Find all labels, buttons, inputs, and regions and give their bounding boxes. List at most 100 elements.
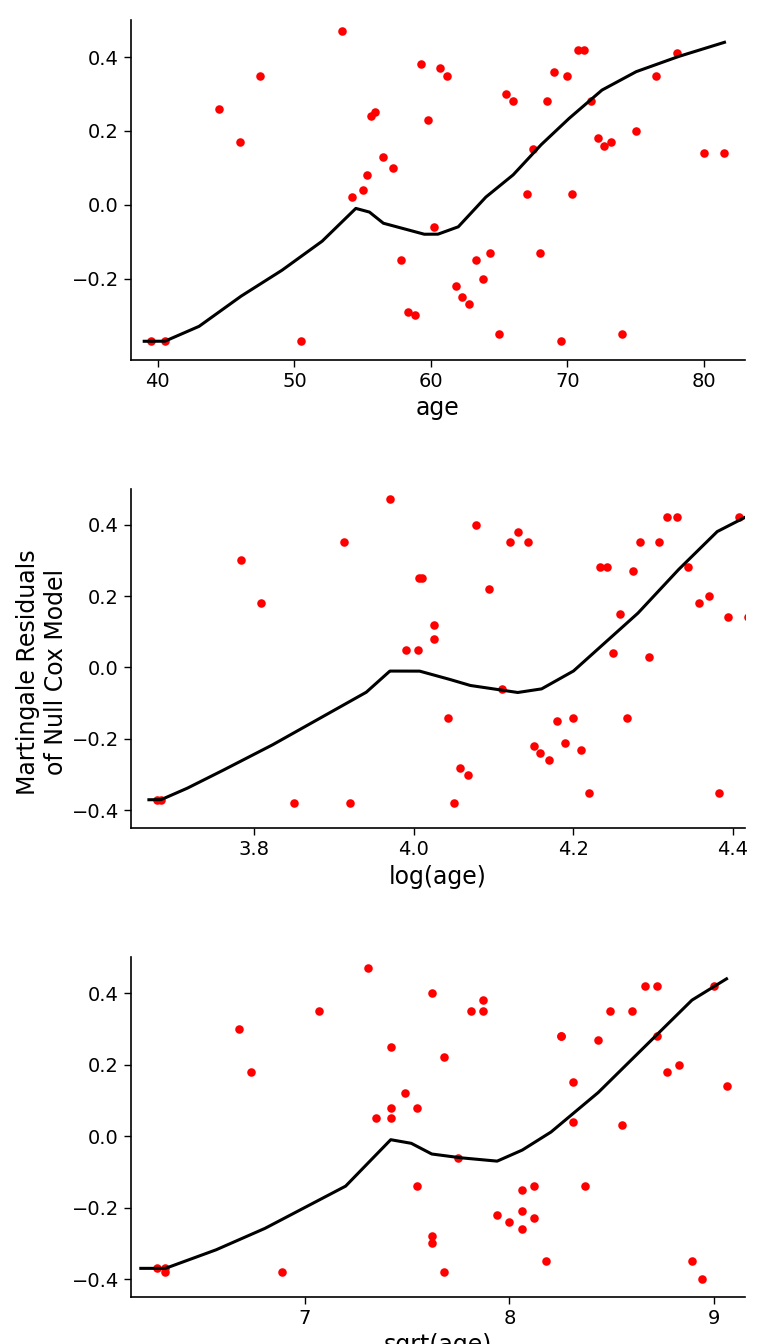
Point — [370, 1107, 382, 1129]
Point — [528, 1176, 540, 1198]
Point — [720, 1075, 733, 1097]
Point — [653, 532, 665, 554]
Point — [425, 1232, 438, 1254]
Point — [154, 789, 167, 810]
Point — [454, 757, 466, 778]
Point — [159, 1261, 171, 1282]
Point — [422, 109, 435, 130]
Point — [626, 1000, 638, 1021]
Point — [385, 1107, 397, 1129]
Point — [495, 679, 508, 700]
Point — [540, 1250, 552, 1271]
Point — [511, 521, 524, 543]
Point — [361, 164, 373, 185]
Point — [428, 216, 440, 238]
Point — [411, 1097, 423, 1118]
Point — [448, 793, 460, 814]
Point — [504, 532, 516, 554]
Point — [543, 750, 555, 771]
Point — [415, 567, 428, 589]
Point — [336, 20, 349, 42]
Point — [233, 1019, 245, 1040]
Point — [681, 556, 694, 578]
Point — [151, 789, 163, 810]
Point — [591, 1030, 604, 1051]
Point — [650, 976, 663, 997]
Point — [482, 578, 495, 599]
X-axis label: sqrt(age): sqrt(age) — [383, 1333, 492, 1344]
Point — [515, 1179, 528, 1200]
Point — [696, 1269, 708, 1290]
Point — [362, 957, 374, 978]
Point — [477, 1000, 489, 1021]
Point — [583, 782, 595, 804]
Point — [365, 105, 377, 126]
Point — [671, 507, 684, 528]
Point — [567, 1071, 579, 1093]
Point — [452, 1146, 465, 1168]
Point — [428, 628, 440, 649]
Point — [428, 614, 440, 636]
Point — [435, 58, 447, 79]
Text: Martingale Residuals
of Null Cox Model: Martingale Residuals of Null Cox Model — [16, 550, 68, 794]
Point — [515, 1218, 528, 1239]
Point — [630, 120, 642, 141]
Point — [159, 1258, 171, 1279]
Point — [650, 65, 662, 86]
Point — [449, 276, 462, 297]
Point — [554, 1025, 567, 1047]
Point — [470, 250, 482, 271]
Point — [713, 782, 725, 804]
Point — [484, 242, 496, 263]
Point — [751, 606, 763, 628]
Point — [742, 606, 754, 628]
Point — [521, 532, 534, 554]
Point — [409, 305, 421, 327]
Point — [214, 98, 226, 120]
Point — [528, 735, 540, 757]
Point — [438, 1047, 450, 1068]
Point — [385, 1036, 397, 1058]
Point — [356, 179, 369, 200]
Point — [465, 1000, 477, 1021]
Point — [462, 763, 474, 785]
Point — [503, 1211, 515, 1232]
Point — [313, 1000, 325, 1021]
Point — [594, 556, 606, 578]
Point — [616, 1114, 628, 1136]
Point — [442, 707, 455, 728]
Point — [515, 1200, 528, 1222]
Point — [578, 39, 590, 60]
Point — [346, 187, 358, 208]
Point — [703, 585, 715, 606]
Point — [145, 331, 157, 352]
Point — [521, 183, 533, 204]
Point — [554, 331, 567, 352]
Point — [463, 293, 475, 314]
Point — [415, 54, 428, 75]
Point — [438, 1261, 450, 1282]
Point — [614, 603, 626, 625]
Point — [534, 742, 546, 763]
Point — [575, 739, 588, 761]
Point — [295, 331, 307, 352]
Point — [561, 65, 574, 86]
Point — [567, 1111, 579, 1133]
Point — [607, 642, 620, 664]
Point — [395, 250, 407, 271]
Point — [377, 146, 389, 168]
Point — [643, 646, 655, 668]
Point — [551, 711, 564, 732]
X-axis label: age: age — [416, 396, 459, 421]
Point — [411, 1176, 423, 1198]
Point — [441, 65, 453, 86]
Point — [527, 138, 539, 160]
Point — [337, 532, 349, 554]
Point — [233, 132, 246, 153]
Point — [565, 183, 578, 204]
Point — [385, 1097, 397, 1118]
Point — [598, 134, 611, 156]
Point — [572, 39, 584, 60]
Point — [693, 593, 705, 614]
Point — [670, 43, 683, 65]
